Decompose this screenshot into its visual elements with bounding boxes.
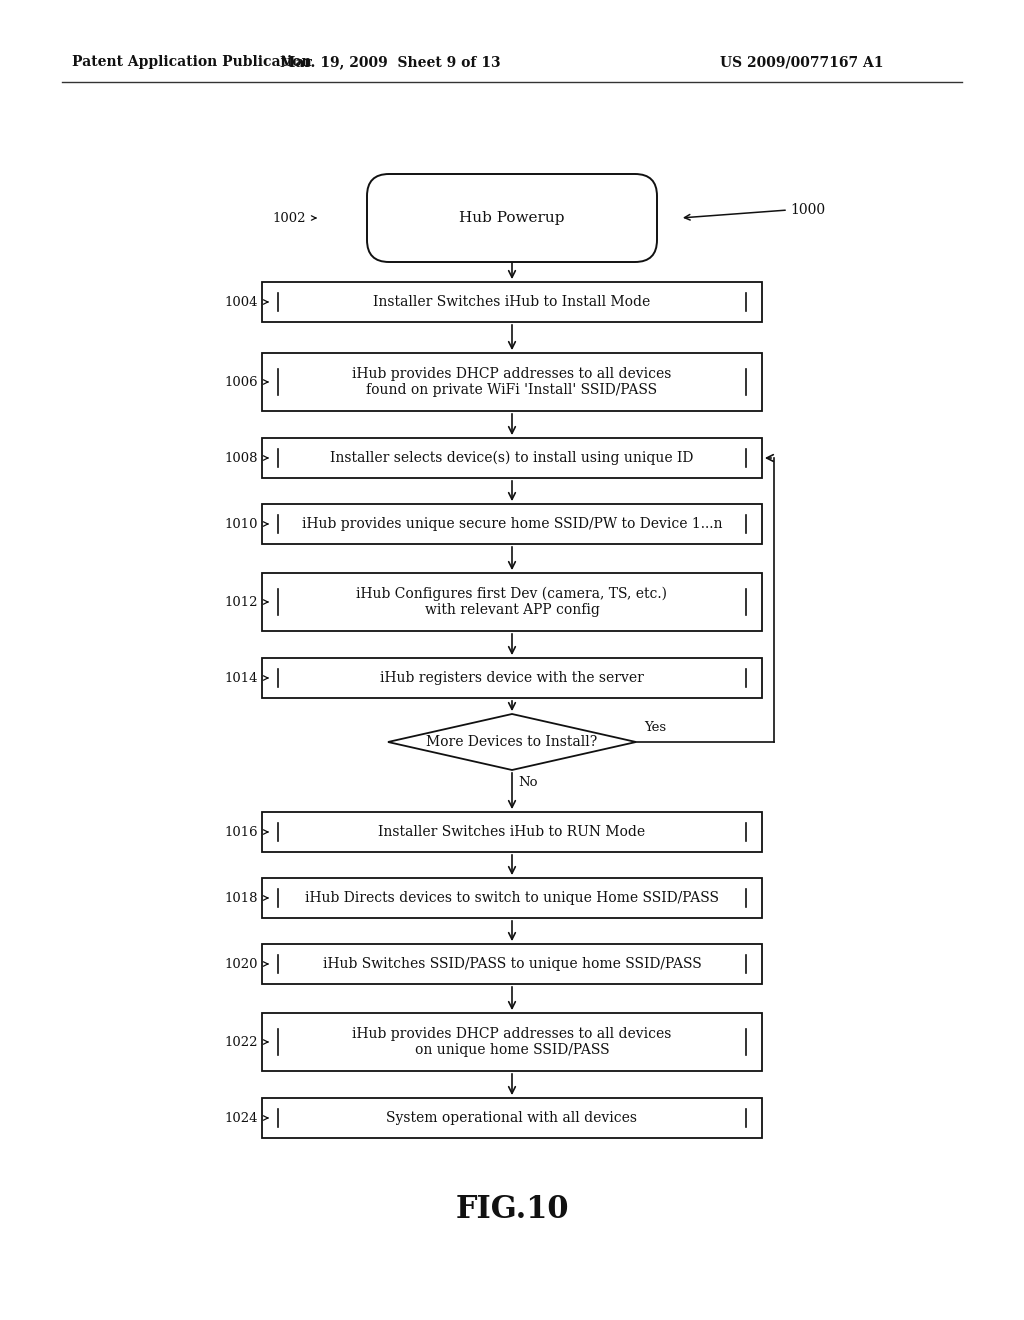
Text: Patent Application Publication: Patent Application Publication bbox=[72, 55, 311, 69]
Bar bbox=[262, 504, 762, 544]
Text: 1020: 1020 bbox=[224, 957, 258, 970]
Text: FIG.10: FIG.10 bbox=[456, 1195, 568, 1225]
Text: iHub Directs devices to switch to unique Home SSID/PASS: iHub Directs devices to switch to unique… bbox=[305, 891, 719, 906]
Text: Installer Switches iHub to Install Mode: Installer Switches iHub to Install Mode bbox=[374, 294, 650, 309]
Text: Yes: Yes bbox=[644, 721, 667, 734]
Text: US 2009/0077167 A1: US 2009/0077167 A1 bbox=[720, 55, 884, 69]
Text: iHub provides DHCP addresses to all devices
found on private WiFi 'Install' SSID: iHub provides DHCP addresses to all devi… bbox=[352, 367, 672, 397]
Text: 1016: 1016 bbox=[224, 825, 258, 838]
Text: 1008: 1008 bbox=[224, 451, 258, 465]
Bar bbox=[262, 812, 762, 851]
Text: 1006: 1006 bbox=[224, 375, 258, 388]
Text: 1024: 1024 bbox=[224, 1111, 258, 1125]
Bar bbox=[262, 282, 762, 322]
Text: System operational with all devices: System operational with all devices bbox=[386, 1111, 638, 1125]
Bar bbox=[262, 1098, 762, 1138]
Bar bbox=[262, 573, 762, 631]
Text: iHub registers device with the server: iHub registers device with the server bbox=[380, 671, 644, 685]
Text: 1004: 1004 bbox=[224, 296, 258, 309]
Text: iHub provides unique secure home SSID/PW to Device 1...n: iHub provides unique secure home SSID/PW… bbox=[302, 517, 722, 531]
Text: iHub Configures first Dev (camera, TS, etc.)
with relevant APP config: iHub Configures first Dev (camera, TS, e… bbox=[356, 586, 668, 618]
Text: Hub Powerup: Hub Powerup bbox=[459, 211, 565, 224]
Text: Installer Switches iHub to RUN Mode: Installer Switches iHub to RUN Mode bbox=[379, 825, 645, 840]
Text: Installer selects device(s) to install using unique ID: Installer selects device(s) to install u… bbox=[331, 451, 693, 465]
Text: 1010: 1010 bbox=[224, 517, 258, 531]
Text: iHub provides DHCP addresses to all devices
on unique home SSID/PASS: iHub provides DHCP addresses to all devi… bbox=[352, 1027, 672, 1057]
Text: 1022: 1022 bbox=[224, 1035, 258, 1048]
Bar bbox=[262, 657, 762, 698]
Text: No: No bbox=[518, 776, 538, 789]
Text: 1014: 1014 bbox=[224, 672, 258, 685]
Bar bbox=[262, 878, 762, 917]
Bar bbox=[262, 438, 762, 478]
Text: More Devices to Install?: More Devices to Install? bbox=[426, 735, 598, 748]
Text: 1002: 1002 bbox=[272, 211, 306, 224]
Text: 1012: 1012 bbox=[224, 595, 258, 609]
Bar bbox=[262, 1012, 762, 1071]
Bar bbox=[262, 352, 762, 411]
Polygon shape bbox=[388, 714, 636, 770]
Text: 1018: 1018 bbox=[224, 891, 258, 904]
Text: 1000: 1000 bbox=[790, 203, 825, 216]
FancyBboxPatch shape bbox=[367, 174, 657, 261]
Text: iHub Switches SSID/PASS to unique home SSID/PASS: iHub Switches SSID/PASS to unique home S… bbox=[323, 957, 701, 972]
Bar bbox=[262, 944, 762, 983]
Text: Mar. 19, 2009  Sheet 9 of 13: Mar. 19, 2009 Sheet 9 of 13 bbox=[280, 55, 501, 69]
